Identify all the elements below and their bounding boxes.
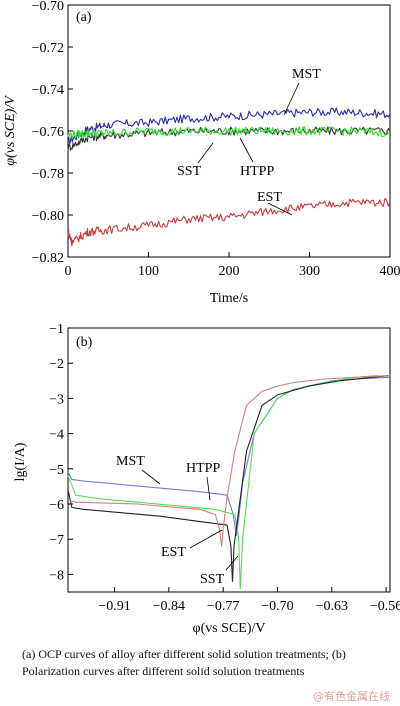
annotation-a-htpp: HTPP	[240, 164, 274, 179]
y-tick-label: −0.70	[32, 0, 64, 14]
panel-a-x-axis-label: Time/s	[210, 291, 248, 306]
y-tick-label: −0.76	[32, 125, 64, 140]
y-tick-label: −6	[49, 498, 64, 513]
leader-b-htpp	[206, 476, 211, 501]
y-tick-label: −1	[49, 322, 64, 337]
annotation-b-htpp: HTPP	[186, 461, 220, 476]
leader-b-est	[189, 529, 223, 549]
y-tick-label: −5	[49, 463, 64, 478]
y-tick-label: −0.78	[32, 167, 64, 182]
x-tick-label: −0.70	[261, 599, 293, 614]
series-line-est	[67, 374, 391, 547]
leader-b-mst	[141, 469, 161, 485]
leader-a-mst	[283, 82, 300, 116]
panel-a-ocp-chart: (a) −0.70−0.72−0.74−0.76−0.78−0.80−0.82 …	[3, 0, 400, 306]
leader-a-sst	[197, 142, 214, 164]
panel-a-y-axis-label: φ(vs SCE)/V	[3, 95, 18, 166]
series-line-htpp	[67, 126, 391, 139]
figure-caption: (a) OCP curves of alloy after different …	[22, 647, 346, 678]
x-tick-label: −0.84	[153, 599, 185, 614]
y-tick-label: −3	[49, 392, 64, 407]
y-tick-label: −7	[49, 533, 64, 548]
y-tick-label: −0.82	[32, 251, 64, 266]
y-tick-label: −4	[49, 428, 64, 443]
x-tick-label: 200	[219, 264, 240, 279]
series-line-sst	[67, 126, 391, 151]
x-tick-label: 300	[299, 264, 320, 279]
x-tick-label: 0	[65, 264, 72, 279]
annotation-a-mst: MST	[292, 67, 321, 82]
annotation-a-sst: SST	[177, 164, 202, 179]
leader-a-est	[267, 202, 293, 216]
x-tick-label: −0.91	[98, 599, 130, 614]
panel-b-frame	[67, 327, 391, 593]
panel-b-y-axis-label: lg(I/A)	[13, 442, 28, 481]
annotation-b-est: EST	[161, 545, 186, 560]
x-tick-label: 100	[138, 264, 159, 279]
x-tick-label: 400	[380, 264, 400, 279]
x-tick-label: −0.77	[207, 599, 239, 614]
x-tick-label: −0.56	[370, 599, 400, 614]
series-line-sst	[67, 374, 391, 582]
series-line-mst	[67, 107, 391, 145]
watermark: @有色金属在线	[313, 690, 390, 703]
y-tick-label: −2	[49, 357, 64, 372]
y-tick-label: −0.72	[32, 41, 64, 56]
annotation-b-mst: MST	[116, 454, 145, 469]
series-line-est	[67, 197, 391, 247]
panel-b-label: (b)	[76, 335, 93, 350]
series-line-htpp	[67, 374, 379, 590]
y-tick-label: −8	[49, 568, 64, 583]
y-tick-label: −0.80	[32, 209, 64, 224]
leader-b-sst	[225, 555, 239, 571]
panel-b-polarization-chart: (b) −1 −2 −3 −4 −5 −6 −7 −8 −0.91 −0.84 −0.77 −0.7…	[13, 322, 400, 636]
y-tick-label: −0.74	[32, 83, 64, 98]
panel-a-label: (a)	[76, 10, 92, 25]
annotation-a-est: EST	[257, 190, 282, 205]
leader-a-htpp	[239, 137, 254, 163]
annotation-b-sst: SST	[200, 572, 225, 587]
panel-b-x-axis-label: φ(vs SCE)/V	[192, 621, 265, 636]
x-tick-label: −0.63	[316, 599, 348, 614]
figure: (a) −0.70−0.72−0.74−0.76−0.78−0.80−0.82 …	[3, 0, 400, 636]
